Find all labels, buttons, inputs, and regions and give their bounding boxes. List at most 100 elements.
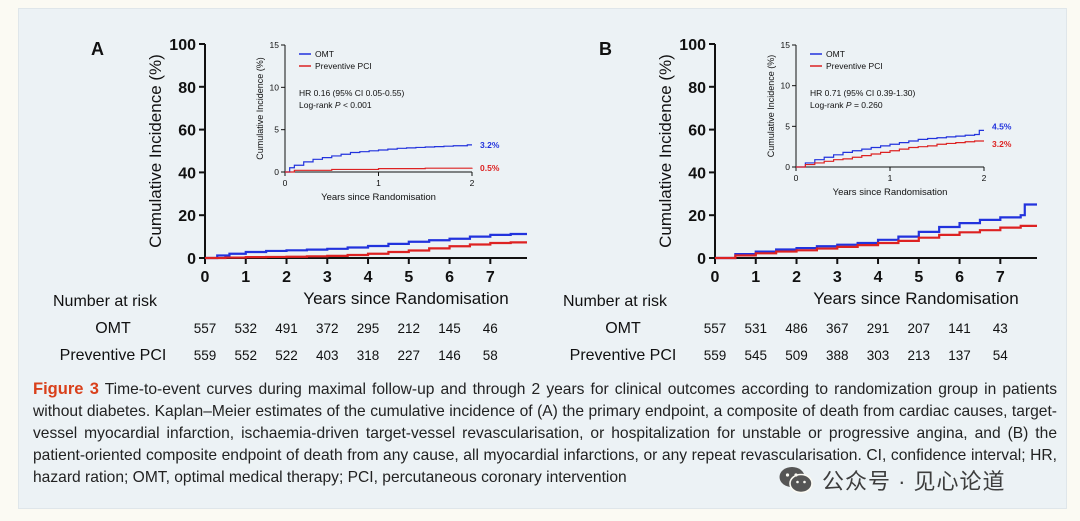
x-tick-label: 3: [833, 269, 842, 286]
inset-y-axis-label: Cumulative Incidence (%): [766, 55, 776, 158]
x-tick-label: 7: [486, 269, 495, 286]
risk-table-cell: 557: [704, 321, 727, 336]
risk-table-cell: 491: [275, 321, 298, 336]
inset-y-tick-label: 5: [274, 125, 279, 135]
panel-label: A: [91, 39, 104, 59]
risk-table-cell: 146: [438, 348, 461, 363]
log-rank-text: Log-rank P = 0.260: [810, 100, 883, 110]
x-tick-label: 6: [445, 269, 454, 286]
y-tick-label: 0: [697, 251, 706, 268]
inset-x-tick-label: 2: [470, 178, 475, 188]
series-line-omt: [205, 232, 527, 260]
x-tick-label: 0: [711, 269, 720, 286]
risk-table-cell: 532: [234, 321, 257, 336]
risk-table-cell: 46: [483, 321, 498, 336]
risk-table-cell: 207: [908, 321, 931, 336]
risk-table-row-label: OMT: [95, 320, 131, 337]
wechat-icon: [779, 467, 813, 494]
inset-x-axis-label: Years since Randomisation: [833, 187, 948, 198]
risk-table-cell: 145: [438, 321, 461, 336]
risk-table-row-label: Preventive PCI: [60, 347, 167, 364]
risk-table-cell: 212: [398, 321, 421, 336]
y-axis-label: Cumulative Incidence (%): [146, 54, 165, 248]
y-tick-label: 0: [187, 251, 196, 268]
inset-y-tick-label: 0: [785, 162, 790, 172]
risk-table-cell: 552: [234, 348, 257, 363]
inset-y-tick-label: 10: [270, 82, 280, 92]
risk-table-cell: 213: [908, 348, 931, 363]
log-rank-prefix: Log-rank: [810, 100, 846, 110]
risk-table-cell: 227: [398, 348, 421, 363]
risk-table-cell: 43: [993, 321, 1008, 336]
figure-panel: A 0 20 40 60 80 100 0 1 2 3 4 5 6 7 Cumulative Incidenc…: [18, 8, 1067, 509]
risk-table: Number at risk OMT 557 532 491 372 295 212 145 46…: [53, 293, 498, 364]
risk-table-cell: 141: [948, 321, 971, 336]
legend-label: Preventive PCI: [826, 61, 883, 71]
risk-table-cell: 291: [867, 321, 890, 336]
y-tick-label: 60: [178, 123, 196, 140]
x-tick-label: 1: [241, 269, 250, 286]
risk-table-cell: 559: [704, 348, 727, 363]
risk-table-cell: 295: [357, 321, 380, 336]
inset-x-axis-label: Years since Randomisation: [321, 192, 436, 203]
y-tick-label: 40: [178, 165, 196, 182]
y-tick-label: 100: [679, 37, 706, 54]
log-rank-value: = 0.260: [852, 100, 883, 110]
risk-table-cell: 372: [316, 321, 339, 336]
x-tick-label: 5: [404, 269, 413, 286]
inset-series-line-omt: [796, 129, 984, 168]
inset-series-line-preventive-pci: [796, 140, 984, 168]
hazard-ratio-text: HR 0.71 (95% CI 0.39-1.30): [810, 88, 916, 98]
y-tick-label: 80: [688, 80, 706, 97]
inset-chart: 0 5 10 15 0 1 2 Cumulative Incidence (%) Years s…: [766, 40, 1012, 198]
x-tick-label: 7: [996, 269, 1005, 286]
inset-x-tick-label: 0: [794, 173, 799, 183]
risk-table-cell: 303: [867, 348, 890, 363]
log-rank-value: < 0.001: [341, 100, 372, 110]
inset-y-tick-label: 15: [270, 40, 280, 50]
figure-caption: Figure 3 Time-to-event curves during max…: [33, 378, 1057, 489]
risk-table-cell: 559: [194, 348, 217, 363]
inset-x-tick-label: 1: [376, 178, 381, 188]
risk-table-cell: 58: [483, 348, 498, 363]
log-rank-text: Log-rank P < 0.001: [299, 100, 372, 110]
inset-end-value-label: 3.2%: [992, 139, 1012, 149]
x-tick-label: 3: [323, 269, 332, 286]
inset-end-value-label: 0.5%: [480, 163, 500, 173]
x-tick-label: 4: [364, 269, 373, 286]
risk-table-header: Number at risk: [53, 293, 158, 310]
watermark: 公众号 · 见心论道: [778, 464, 1006, 496]
risk-table-cell: 318: [357, 348, 380, 363]
inset-end-value-label: 3.2%: [480, 140, 500, 150]
legend-label: Preventive PCI: [315, 61, 372, 71]
x-tick-label: 6: [955, 269, 964, 286]
series-line-preventive-pci: [205, 241, 527, 260]
risk-table-cell: 531: [744, 321, 767, 336]
series-line-preventive-pci: [715, 224, 1037, 260]
log-rank-p: P: [846, 100, 852, 110]
risk-table-cell: 509: [785, 348, 808, 363]
inset-chart: 0 5 10 15 0 1 2 Cumulative Incidence (%) Years s…: [255, 40, 500, 203]
caption-text: Time-to-event curves during maximal foll…: [33, 381, 1057, 486]
inset-series-line-preventive-pci: [285, 167, 473, 173]
caption-label: Figure 3: [33, 380, 99, 398]
risk-table-cell: 403: [316, 348, 339, 363]
y-tick-label: 20: [688, 208, 706, 225]
risk-table-cell: 137: [948, 348, 971, 363]
risk-table-row-label: OMT: [605, 320, 641, 337]
x-axis-label: Years since Randomisation: [813, 289, 1018, 308]
risk-table-row-label: Preventive PCI: [570, 347, 677, 364]
y-tick-label: 60: [688, 123, 706, 140]
inset-series-line-omt: [285, 144, 472, 173]
risk-table: Number at risk OMT 557 531 486 367 291 207 141 43…: [563, 293, 1008, 364]
inset-x-tick-label: 2: [982, 173, 987, 183]
y-axis-label: Cumulative Incidence (%): [656, 54, 675, 248]
log-rank-p: P: [335, 100, 341, 110]
inset-y-axis-label: Cumulative Incidence (%): [255, 57, 265, 160]
hazard-ratio-text: HR 0.16 (95% CI 0.05-0.55): [299, 88, 405, 98]
watermark-text: 公众号 · 见心论道: [822, 469, 1006, 494]
x-axis-label: Years since Randomisation: [303, 289, 508, 308]
